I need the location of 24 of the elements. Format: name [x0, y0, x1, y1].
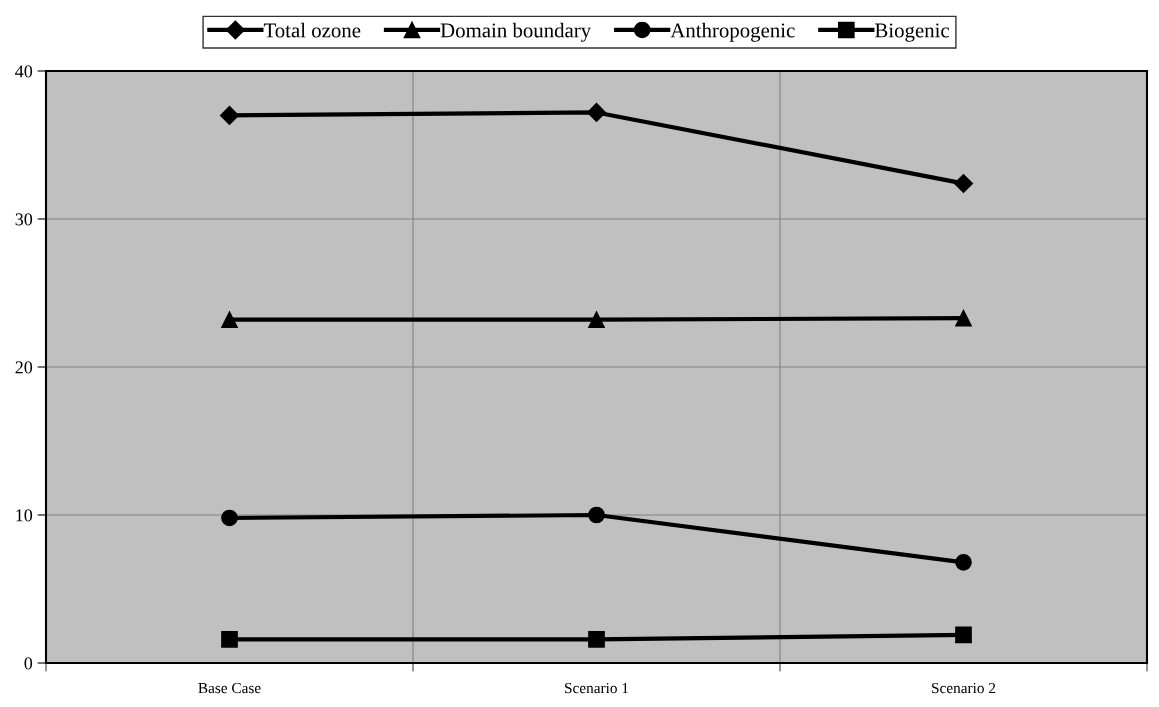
y-tick-label: 30 [15, 213, 33, 226]
y-tick-label: 40 [15, 65, 33, 78]
point [221, 311, 238, 328]
legend-label: Domain boundary [440, 22, 592, 42]
point [588, 311, 605, 328]
legend-label: Anthropogenic [670, 22, 795, 42]
legend-label: Total ozone [263, 22, 361, 38]
y-tick-label: 10 [16, 509, 33, 522]
point [221, 509, 238, 527]
point [221, 630, 238, 648]
y-tick-label: 20 [15, 361, 33, 374]
x-tick-label: Scenario 2 [932, 682, 996, 694]
point [588, 506, 605, 524]
point [953, 173, 974, 194]
y-tick-label: 0 [24, 657, 33, 670]
point [588, 630, 605, 648]
point [219, 105, 240, 125]
legend-label: Biogenic [875, 23, 950, 42]
x-tick-label: Scenario 1 [565, 682, 629, 694]
point [955, 309, 972, 327]
x-tick-label: Base Case [198, 682, 261, 694]
point [955, 626, 972, 644]
point [586, 102, 607, 122]
point [955, 554, 972, 571]
